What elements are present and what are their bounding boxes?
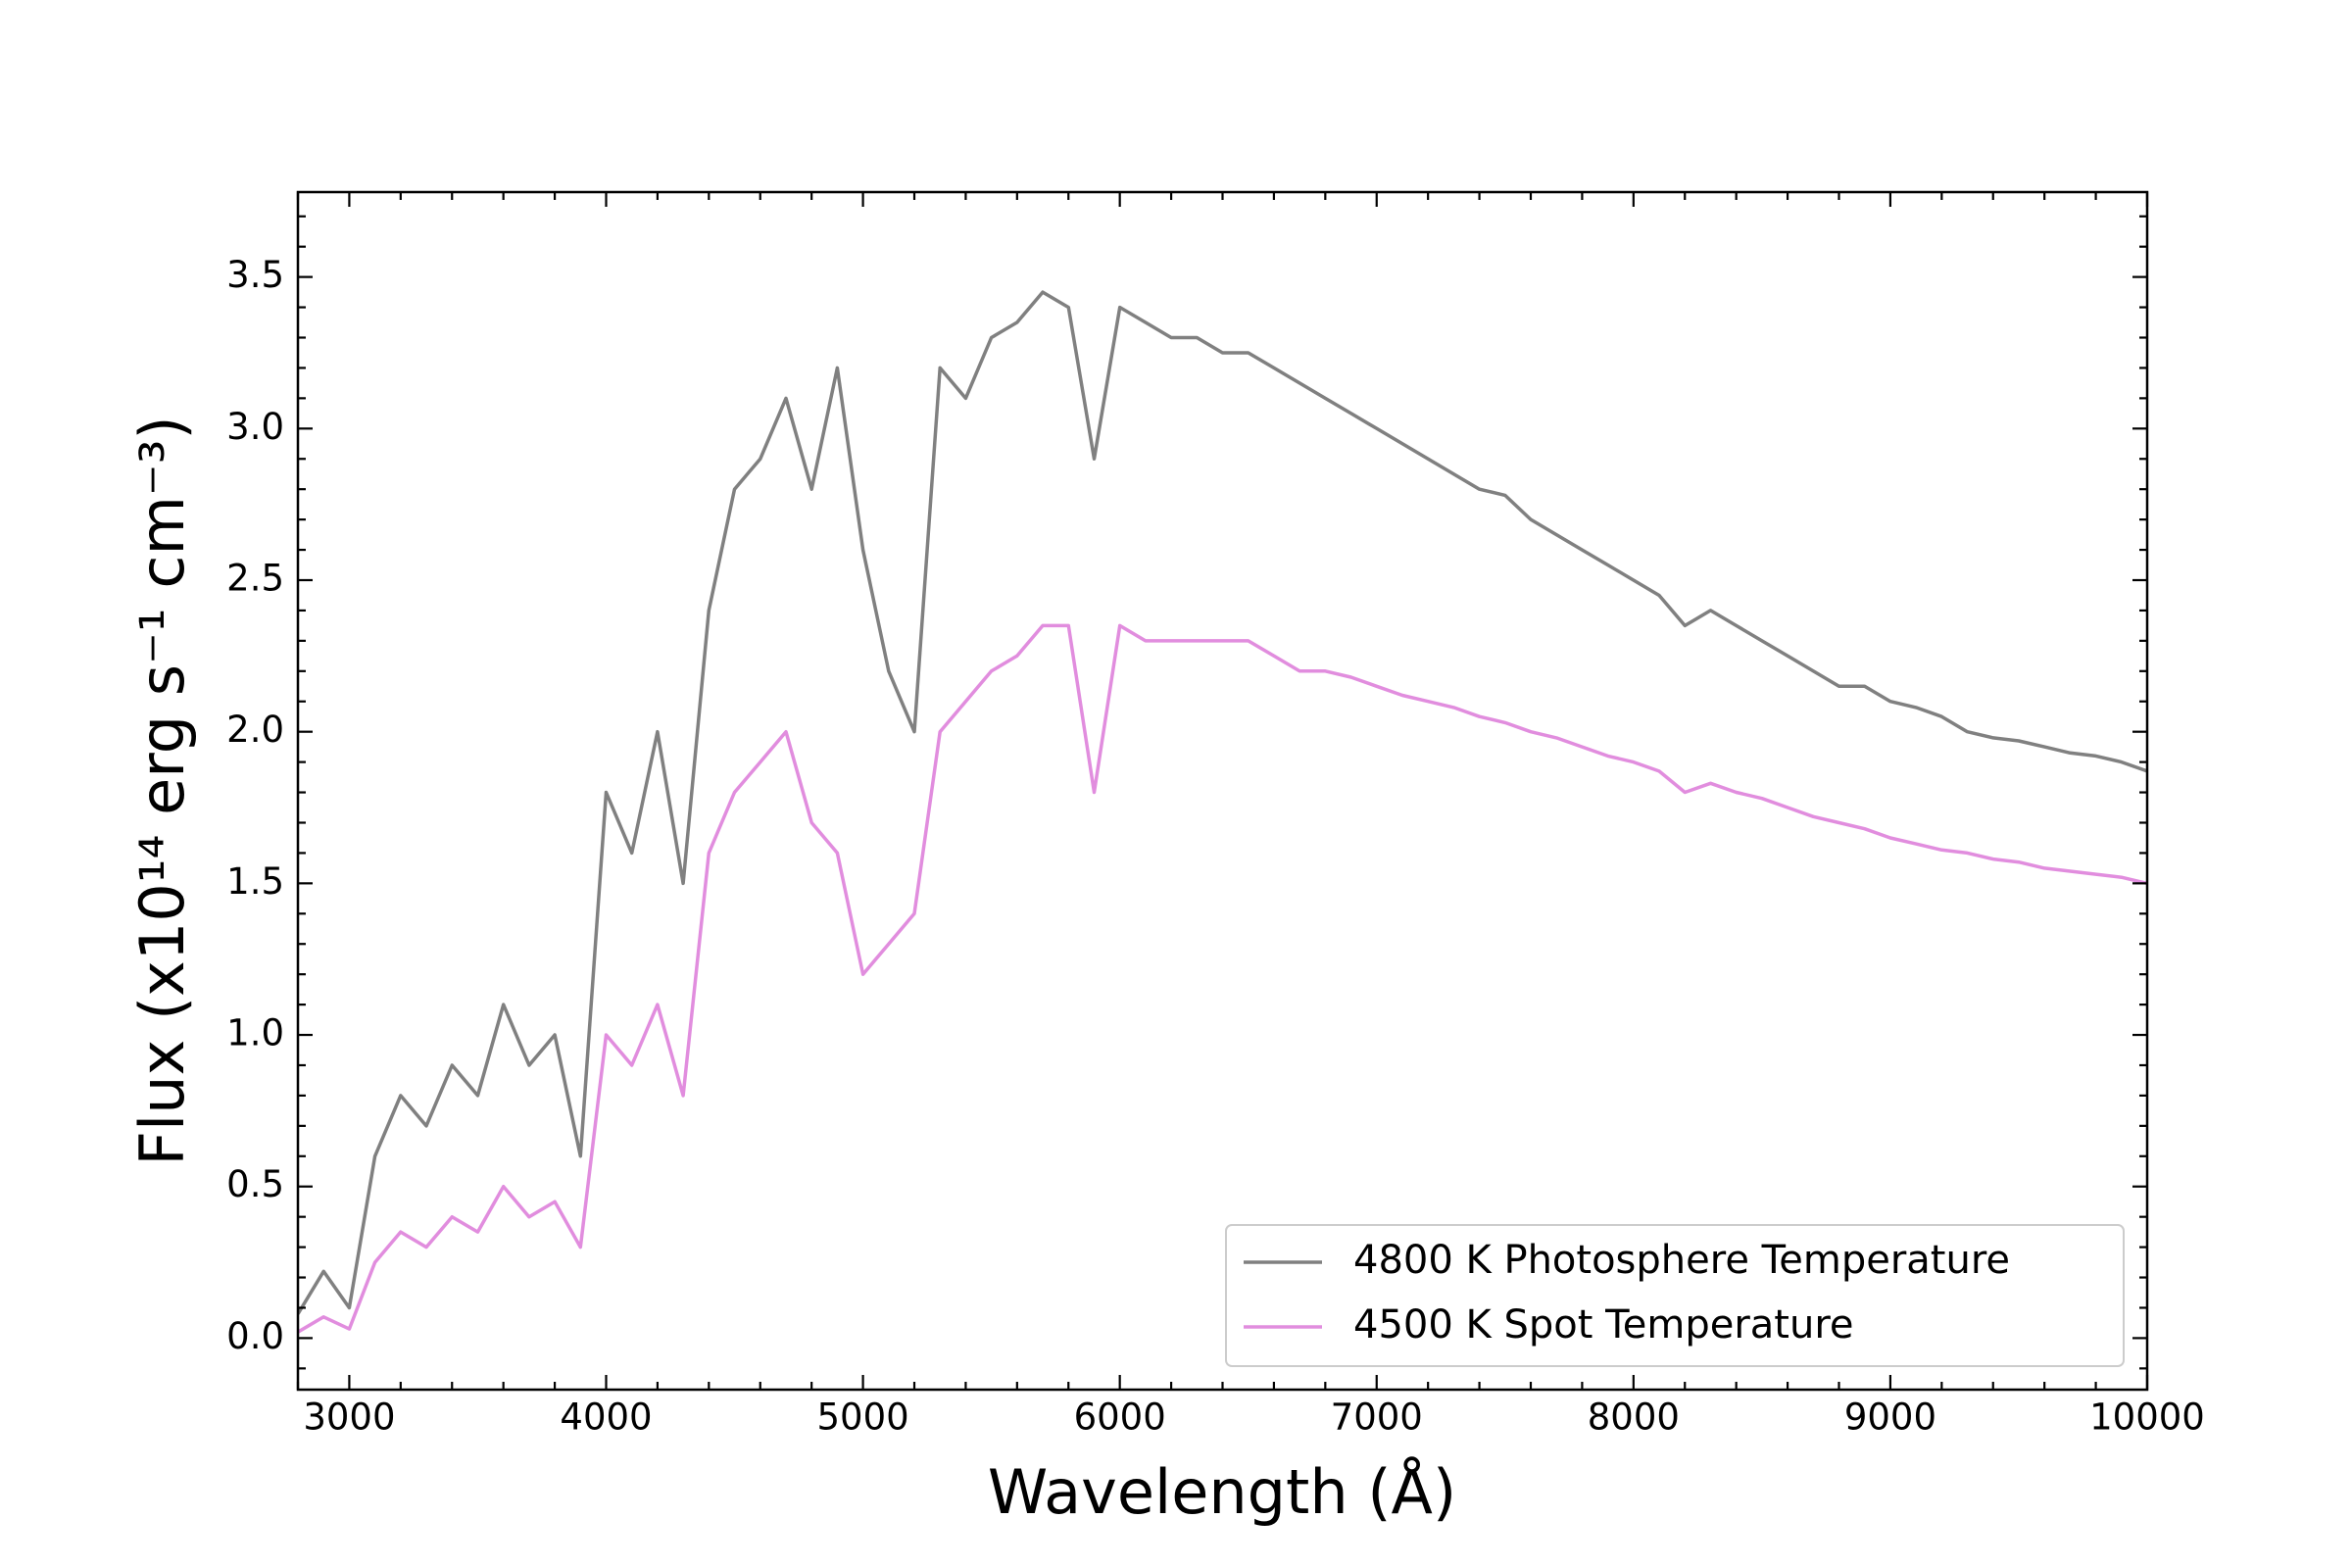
x-tick-label: 7000: [1331, 1396, 1423, 1439]
x-tick-label: 6000: [1074, 1396, 1166, 1439]
y-tick-label: 3.5: [226, 254, 284, 296]
y-tick-label: 2.0: [226, 709, 284, 751]
y-tick-label: 0.5: [226, 1163, 284, 1205]
legend-label: 4800 K Photosphere Temperature: [1353, 1238, 2010, 1283]
y-tick-label: 1.0: [226, 1012, 284, 1054]
x-axis-label: Wavelength (Å): [988, 1456, 1456, 1528]
y-tick-label: 3.0: [226, 406, 284, 448]
legend-box: [1225, 1224, 2125, 1367]
x-tick-label: 5000: [816, 1396, 908, 1439]
x-tick-label: 10000: [2089, 1396, 2205, 1439]
plot-frame: [296, 190, 2149, 1392]
x-tick-label: 4000: [560, 1396, 652, 1439]
y-tick-label: 2.5: [226, 557, 284, 599]
series-line: [298, 290, 2147, 1315]
x-tick-label: 3000: [303, 1396, 395, 1439]
legend-label: 4500 K Spot Temperature: [1353, 1302, 1854, 1348]
series-line: [298, 623, 2147, 1334]
y-axis-label: Flux (x10¹⁴ erg s⁻¹ cm⁻³): [126, 416, 198, 1165]
y-tick-label: 1.5: [226, 860, 284, 903]
x-tick-label: 9000: [1844, 1396, 1936, 1439]
x-tick-label: 8000: [1588, 1396, 1680, 1439]
y-tick-label: 0.0: [226, 1315, 284, 1357]
